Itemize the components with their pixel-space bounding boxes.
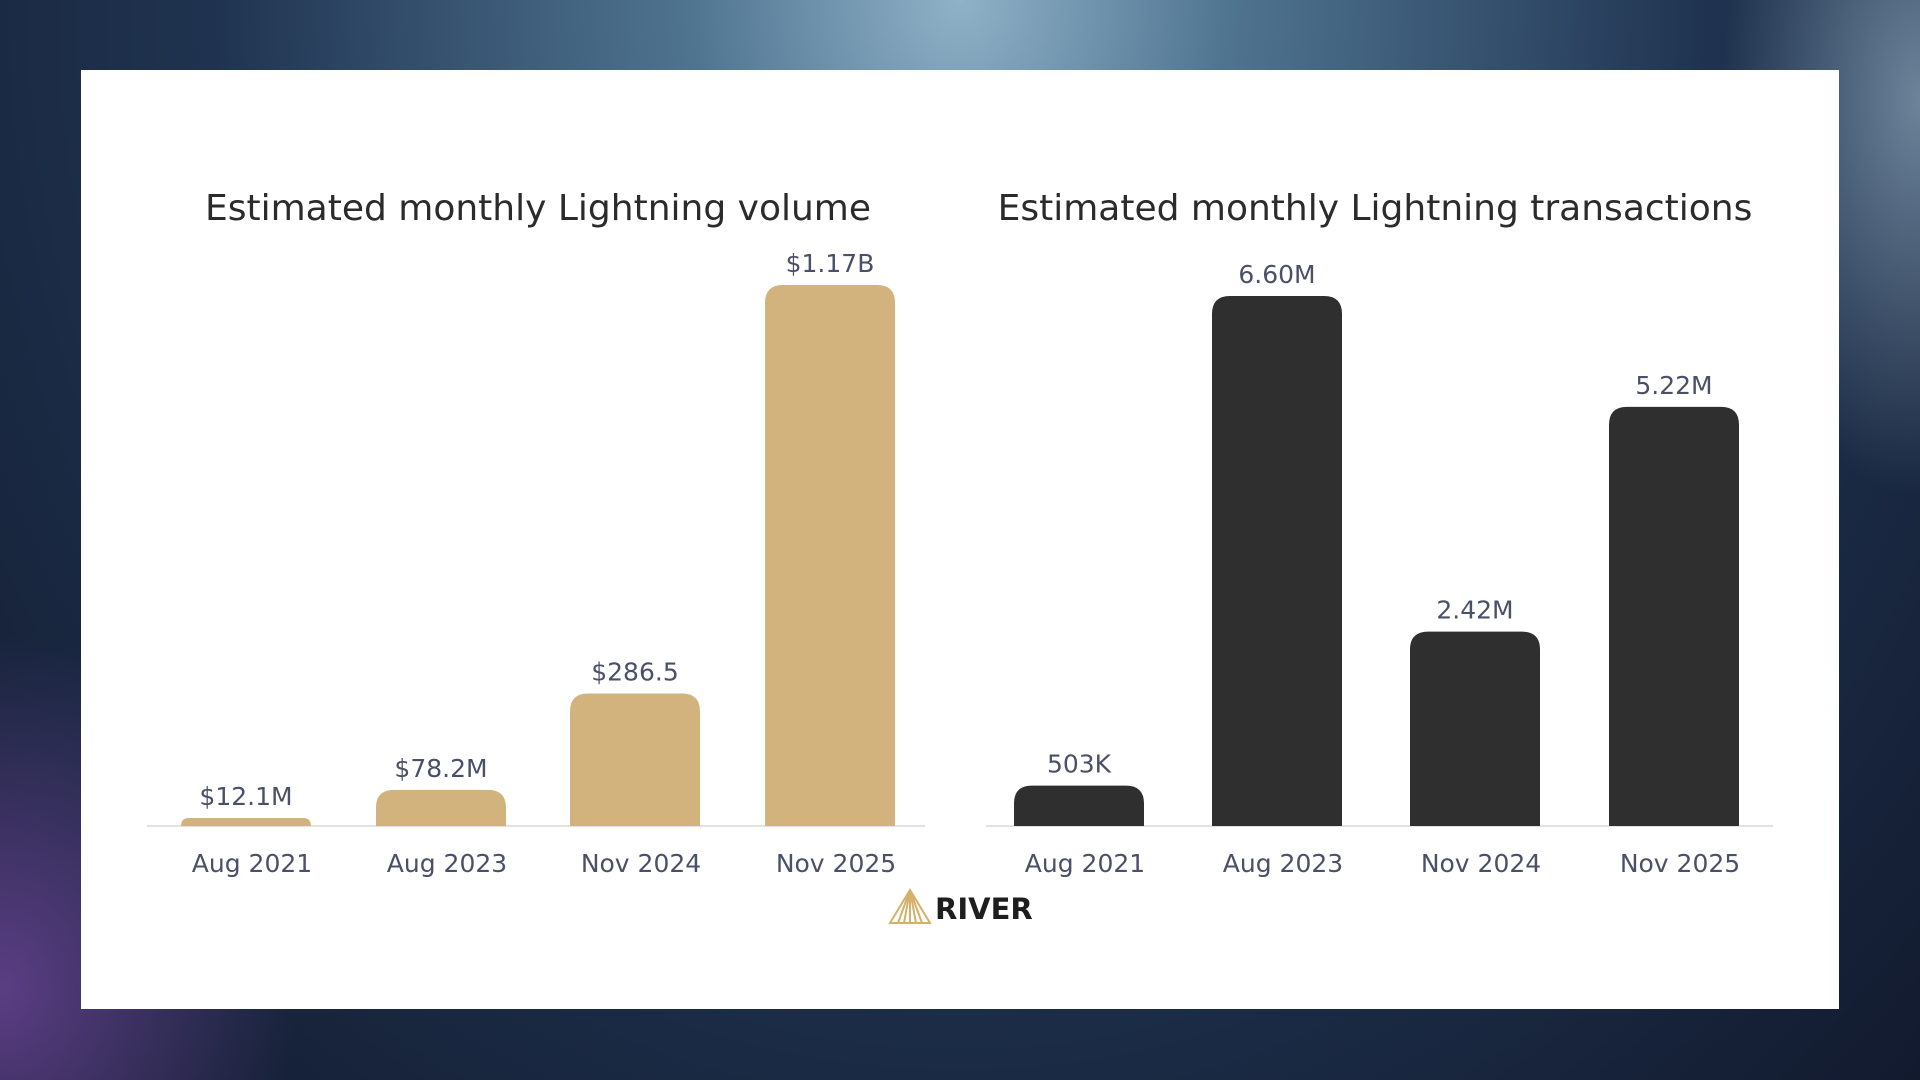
- data-label: $78.2M: [394, 754, 487, 783]
- river-logo: RIVER: [888, 888, 1033, 926]
- bar-nov-2024: [570, 693, 700, 826]
- x-tick-label: Aug 2021: [1025, 849, 1145, 878]
- bar-nov-2025: [765, 285, 895, 826]
- bar-nov-2025: [1609, 406, 1739, 826]
- x-tick-label: Nov 2025: [1620, 849, 1740, 878]
- chart-title-transactions: Estimated monthly Lightning transactions: [998, 188, 1753, 229]
- x-tick-label: Aug 2023: [387, 849, 507, 878]
- bar-aug-2023: [376, 789, 506, 826]
- data-label: $1.17B: [786, 249, 875, 278]
- x-tick-label: Nov 2025: [776, 849, 896, 878]
- bar-aug-2021: [1014, 785, 1144, 826]
- x-tick-label: Nov 2024: [581, 849, 701, 878]
- data-label: 6.60M: [1238, 260, 1315, 289]
- data-label: 503K: [1047, 750, 1112, 779]
- bar-aug-2023: [1212, 296, 1342, 826]
- x-tick-label: Aug 2021: [192, 849, 312, 878]
- river-logo-icon: [888, 888, 932, 924]
- bar-aug-2021: [181, 818, 311, 826]
- data-label: $12.1M: [199, 782, 292, 811]
- data-label: 5.22M: [1635, 371, 1712, 400]
- x-tick-label: Aug 2023: [1223, 849, 1343, 878]
- bar-nov-2024: [1410, 631, 1540, 826]
- data-label: $286.5: [591, 658, 678, 687]
- chart-card: [81, 70, 1839, 1009]
- x-tick-label: Nov 2024: [1421, 849, 1541, 878]
- transactions-chart: 503K Aug 2021 6.60M Aug 2023 2.42M Nov 2024 5.…: [986, 260, 1773, 878]
- chart-title-volume: Estimated monthly Lightning volume: [205, 188, 871, 229]
- volume-chart: $12.1M Aug 2021 $78.2M Aug 2023 $286.5 Nov 20…: [147, 249, 925, 878]
- river-logo-text: RIVER: [935, 892, 1033, 926]
- data-label: 2.42M: [1436, 596, 1513, 625]
